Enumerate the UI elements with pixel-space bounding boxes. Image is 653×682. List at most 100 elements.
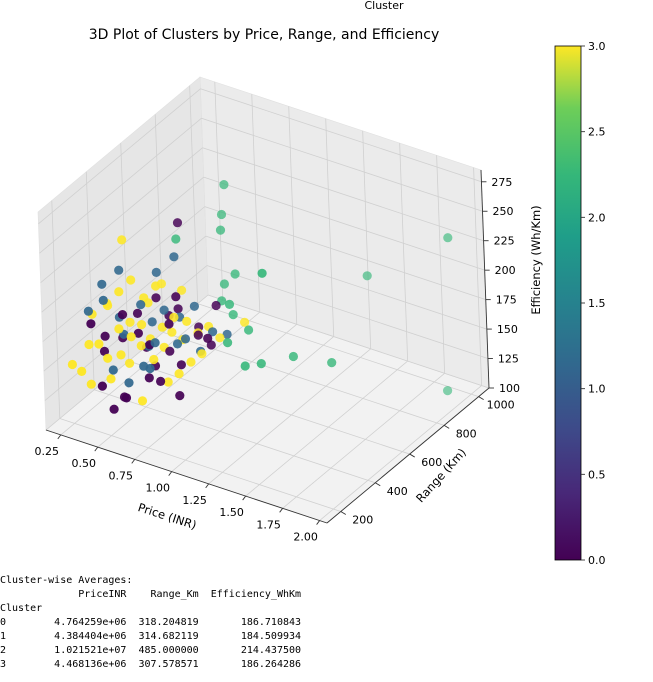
y-gridline bbox=[51, 200, 61, 419]
data-point-cluster-1 bbox=[124, 378, 134, 388]
data-point-cluster-3 bbox=[106, 374, 116, 384]
x-tick-label: 0.50 bbox=[72, 457, 97, 470]
x-gridline bbox=[245, 360, 408, 497]
z-gridline bbox=[200, 88, 482, 183]
data-point-cluster-2 bbox=[443, 233, 453, 243]
data-point-cluster-3 bbox=[163, 377, 173, 387]
x-tick-label: 0.25 bbox=[35, 445, 60, 458]
y-tick-mark bbox=[340, 511, 347, 515]
y-tick-mark bbox=[409, 453, 415, 458]
colorbar-tick-label: 2.5 bbox=[588, 126, 606, 139]
z-tick-label: 100 bbox=[499, 382, 520, 395]
data-point-cluster-3 bbox=[116, 350, 126, 360]
colorbar-gradient bbox=[554, 45, 582, 561]
data-point-cluster-3 bbox=[136, 341, 146, 351]
x-tick-mark bbox=[57, 434, 62, 440]
data-point-cluster-1 bbox=[145, 363, 155, 374]
output-row: 0 4.764259e+06 318.204819 186.710843 bbox=[0, 617, 302, 628]
z-gridline bbox=[205, 235, 487, 330]
data-point-cluster-2 bbox=[256, 359, 266, 369]
x-gridline bbox=[399, 143, 409, 362]
y-axis-line bbox=[326, 387, 490, 524]
data-point-cluster-0 bbox=[193, 330, 203, 340]
z-gridline bbox=[42, 206, 206, 342]
x-gridline bbox=[473, 167, 483, 386]
data-point-cluster-3 bbox=[114, 324, 124, 334]
z-tick-label: 250 bbox=[493, 205, 514, 218]
data-point-cluster-0 bbox=[117, 310, 128, 320]
output-heading: Cluster-wise Averages: bbox=[0, 575, 133, 586]
x-tick-label: 2.00 bbox=[293, 531, 318, 544]
data-point-cluster-2 bbox=[219, 180, 229, 190]
data-point-cluster-1 bbox=[136, 300, 146, 310]
colorbar-tick-label: 1.5 bbox=[588, 297, 606, 310]
y-axis-label: Range (Km) bbox=[413, 445, 469, 505]
data-point-cluster-1 bbox=[114, 265, 124, 275]
data-point-cluster-1 bbox=[147, 317, 157, 327]
y-tick-label: 400 bbox=[387, 485, 408, 498]
data-point-cluster-1 bbox=[169, 252, 179, 262]
data-point-cluster-3 bbox=[174, 369, 184, 379]
z-axis-ticks: 100 125 150 175 200 225 250 275 bbox=[481, 176, 520, 395]
y-tick-label: 600 bbox=[421, 456, 442, 469]
data-point-cluster-3 bbox=[126, 275, 136, 285]
z-axis-line bbox=[480, 169, 490, 389]
data-point-cluster-0 bbox=[151, 293, 161, 303]
data-point-cluster-1 bbox=[172, 339, 183, 349]
y-tick-label: 1000 bbox=[487, 399, 515, 412]
z-gridline bbox=[201, 117, 483, 212]
data-point-cluster-3 bbox=[114, 287, 124, 297]
data-points bbox=[67, 180, 453, 414]
x-axis-ticks: 0.25 0.50 0.75 1.00 1.25 1.50 1.75 2.00 bbox=[35, 434, 320, 544]
data-point-cluster-3 bbox=[94, 339, 104, 349]
data-point-cluster-3 bbox=[169, 312, 179, 322]
data-point-cluster-2 bbox=[257, 268, 267, 278]
y-gridline bbox=[59, 418, 341, 512]
data-point-cluster-3 bbox=[182, 316, 192, 326]
data-point-cluster-0 bbox=[164, 319, 174, 329]
y-tick-mark bbox=[478, 396, 484, 401]
y-gridline bbox=[189, 85, 199, 304]
data-point-cluster-0 bbox=[109, 404, 119, 414]
x-gridline bbox=[319, 385, 482, 521]
output-index-name: Cluster bbox=[0, 603, 43, 614]
x-tick-label: 1.00 bbox=[145, 482, 170, 495]
y-tick-label: 800 bbox=[456, 427, 477, 440]
data-point-cluster-3 bbox=[125, 317, 135, 327]
data-point-cluster-2 bbox=[362, 271, 372, 281]
data-point-cluster-0 bbox=[97, 381, 107, 391]
data-point-cluster-3 bbox=[167, 327, 177, 337]
x-gridline bbox=[436, 155, 446, 374]
data-point-cluster-2 bbox=[223, 338, 233, 348]
data-point-cluster-0 bbox=[211, 300, 221, 311]
x-tick-mark bbox=[168, 471, 173, 476]
z-tick-label: 275 bbox=[491, 176, 512, 189]
x-gridline bbox=[97, 311, 261, 448]
z-gridline bbox=[204, 206, 486, 301]
colorbar-tick-label: 1.0 bbox=[588, 383, 606, 396]
data-point-cluster-2 bbox=[219, 279, 229, 289]
data-point-cluster-1 bbox=[151, 267, 161, 277]
x-tick-mark bbox=[279, 508, 283, 513]
colorbar-tick-label: 0.5 bbox=[588, 468, 606, 481]
data-point-cluster-3 bbox=[67, 359, 77, 370]
data-point-cluster-3 bbox=[177, 285, 187, 295]
data-point-cluster-0 bbox=[203, 333, 213, 343]
data-point-cluster-2 bbox=[244, 325, 254, 335]
data-point-cluster-1 bbox=[83, 306, 93, 316]
x-tick-mark bbox=[131, 459, 136, 464]
data-point-cluster-0 bbox=[100, 331, 110, 341]
data-point-cluster-1 bbox=[208, 327, 218, 337]
data-point-cluster-1 bbox=[189, 301, 199, 311]
data-point-cluster-3 bbox=[240, 317, 250, 327]
z-tick-label: 225 bbox=[494, 235, 515, 248]
colorbar-tick-label: 2.0 bbox=[588, 211, 606, 224]
cluster-averages-output: Cluster-wise Averages: PriceINR Range_Km… bbox=[0, 574, 301, 672]
data-point-cluster-0 bbox=[99, 346, 110, 356]
data-point-cluster-3 bbox=[126, 332, 136, 342]
z-gridline bbox=[39, 117, 202, 254]
colorbar: Cluster 0.0 0.5 1.0 1.5 2.0 2.5 3.0 bbox=[364, 0, 605, 567]
data-point-cluster-3 bbox=[137, 396, 148, 406]
z-tick-label: 150 bbox=[497, 323, 518, 336]
data-point-cluster-3 bbox=[77, 366, 87, 376]
